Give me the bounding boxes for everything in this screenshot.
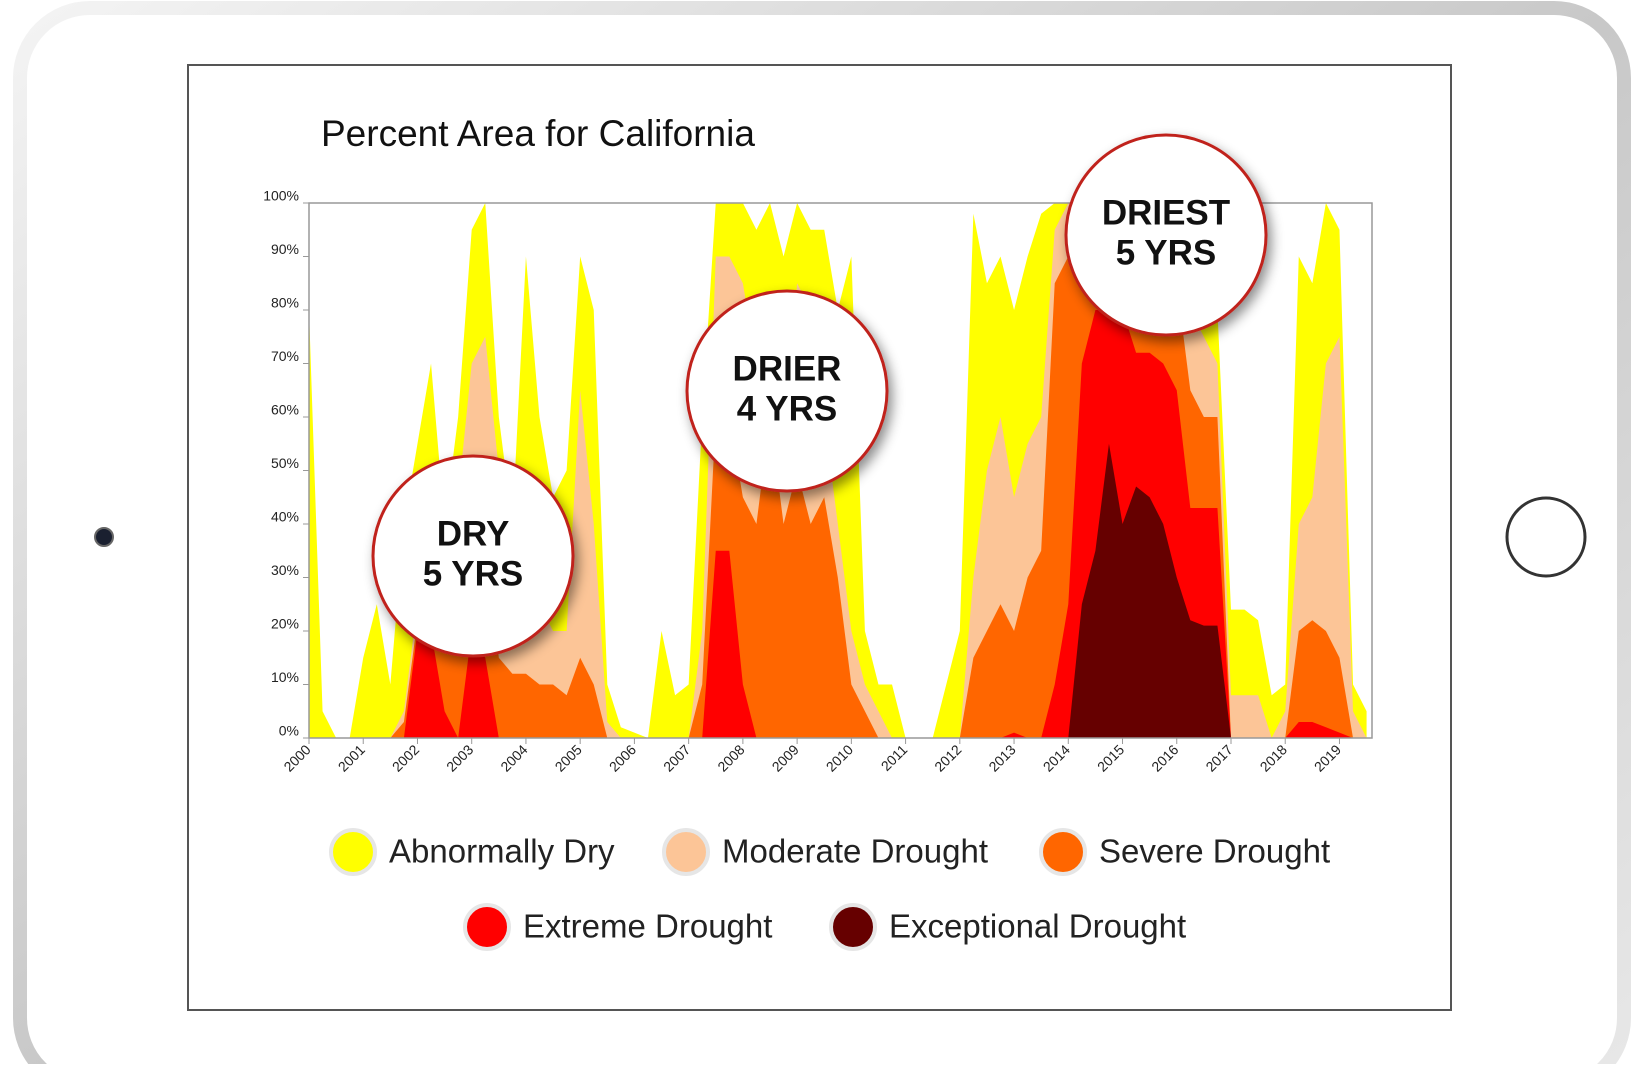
- y-tick-label: 60%: [271, 402, 299, 418]
- callout-bubble: [1064, 133, 1268, 337]
- callout-bubble: [371, 454, 575, 658]
- y-tick-label: 70%: [271, 348, 299, 364]
- legend-swatch: [463, 903, 511, 951]
- y-tick-label: 30%: [271, 562, 299, 578]
- legend-label: Severe Drought: [1099, 833, 1330, 870]
- camera: [94, 527, 114, 547]
- callout-bubble: [685, 289, 889, 493]
- y-tick-label: 10%: [271, 669, 299, 685]
- y-tick-label: 50%: [271, 455, 299, 471]
- home-button[interactable]: [1505, 496, 1587, 578]
- legend-label: Abnormally Dry: [389, 833, 615, 870]
- chart-title: Percent Area for California: [321, 113, 755, 154]
- y-tick-label: 80%: [271, 295, 299, 311]
- y-tick-label: 100%: [263, 188, 299, 204]
- legend-swatch: [662, 828, 710, 876]
- legend: Abnormally Dry Moderate Drought Severe Dro…: [329, 828, 1330, 951]
- legend-label: Moderate Drought: [722, 833, 988, 870]
- plot-area: 0%10%20%30%40%50%60%70%80%90%100%2000 200…: [263, 188, 1373, 775]
- legend-swatch: [329, 828, 377, 876]
- y-tick-label: 20%: [271, 616, 299, 632]
- y-tick-label: 0%: [279, 723, 299, 739]
- area-series: [309, 443, 1367, 738]
- callout-text: DRIER: [733, 349, 842, 388]
- callout-text: DRY: [437, 514, 510, 553]
- y-tick-label: 40%: [271, 509, 299, 525]
- legend-swatch: [829, 903, 877, 951]
- callout-text: 5 YRS: [1116, 233, 1217, 272]
- legend-swatch: [1039, 828, 1087, 876]
- legend-label: Extreme Drought: [523, 908, 772, 945]
- callout-text: 5 YRS: [423, 554, 524, 593]
- callout-text: 4 YRS: [737, 389, 838, 428]
- callout-text: DRIEST: [1102, 193, 1230, 232]
- y-tick-label: 90%: [271, 241, 299, 257]
- legend-label: Exceptional Drought: [889, 908, 1186, 945]
